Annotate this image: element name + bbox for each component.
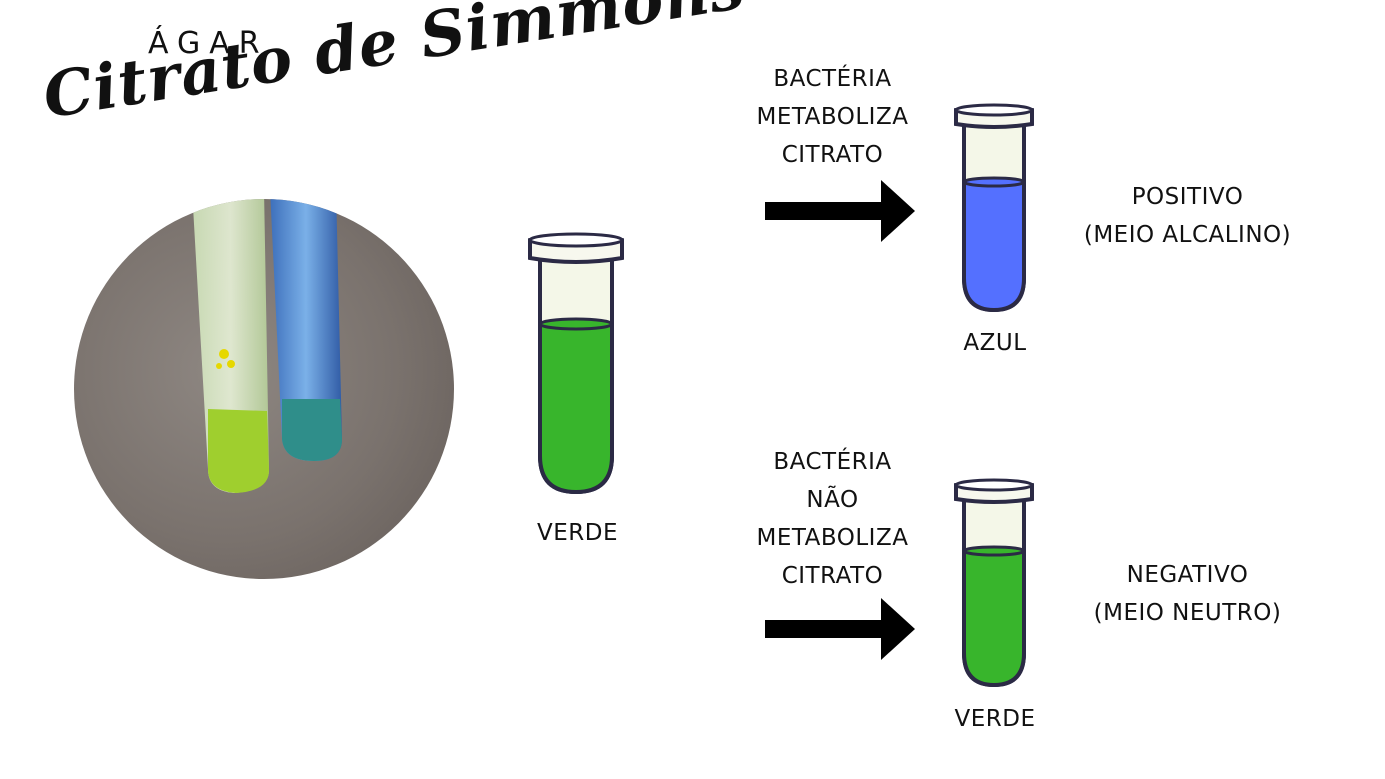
condition-line: BACTÉRIA — [773, 449, 892, 475]
title-main: Citrato de Simmons — [38, 0, 751, 133]
positive-color-label: AZUL — [963, 330, 1027, 356]
result-line: POSITIVO — [1131, 184, 1244, 210]
condition-line: BACTÉRIA — [773, 66, 892, 92]
initial-tube-label: VERDE — [537, 520, 618, 546]
negative-tube — [954, 478, 1034, 688]
result-line: (MEIO ALCALINO) — [1083, 222, 1292, 248]
initial-tube-liquid — [538, 322, 614, 495]
initial-tube — [528, 232, 624, 495]
condition-line: METABOLIZA — [756, 104, 909, 130]
negative-color-label: VERDE — [954, 706, 1036, 732]
test-tubes-photo — [74, 199, 454, 579]
positive-tube — [954, 103, 1034, 313]
result-line: NEGATIVO — [1126, 562, 1249, 588]
title-kicker: ÁGAR — [148, 26, 269, 61]
result-line: (MEIO NEUTRO) — [1093, 600, 1282, 626]
test-tubes-illustration — [192, 199, 342, 493]
condition-line: METABOLIZA — [756, 525, 909, 551]
result-positive: POSITIVO (MEIO ALCALINO) — [1050, 178, 1325, 254]
condition-line: CITRATO — [781, 142, 884, 168]
condition-line: CITRATO — [781, 563, 884, 589]
result-negative: NEGATIVO (MEIO NEUTRO) — [1065, 556, 1310, 632]
arrow-right-icon — [765, 598, 915, 660]
condition-negative: BACTÉRIA NÃO METABOLIZA CITRATO — [735, 443, 930, 595]
positive-tube-liquid — [962, 180, 1026, 313]
negative-tube-liquid — [962, 549, 1026, 688]
condition-positive: BACTÉRIA METABOLIZA CITRATO — [740, 60, 925, 174]
condition-line: NÃO — [806, 487, 859, 513]
arrow-right-icon — [765, 180, 915, 242]
